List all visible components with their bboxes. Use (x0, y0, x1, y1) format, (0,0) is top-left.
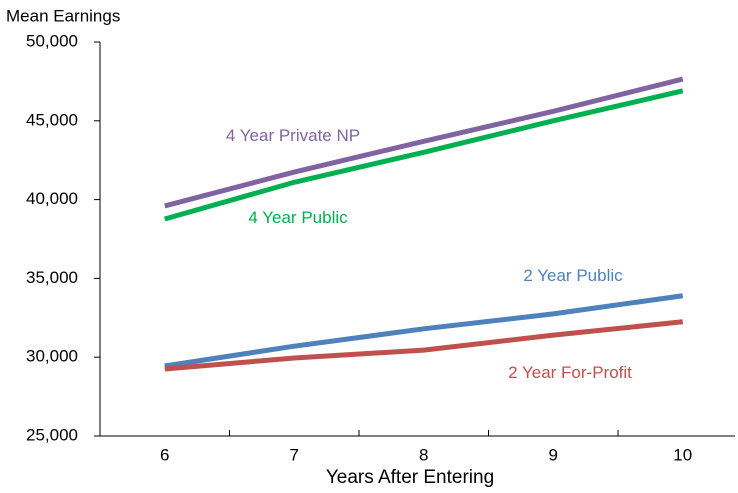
series-line (164, 319, 684, 372)
series-line (164, 76, 684, 209)
y-tick-label: 45,000 (26, 110, 78, 129)
x-tick-label: 10 (673, 445, 692, 464)
series-label-box: 4 Year Public (248, 208, 348, 227)
y-tick-label: 40,000 (26, 189, 78, 208)
y-tick-label: 35,000 (26, 268, 78, 287)
series-label: 4 Year Public (248, 208, 348, 227)
series-label-box: 2 Year For-Profit (508, 363, 632, 382)
y-tick-label: 30,000 (26, 347, 78, 366)
x-tick-label: 9 (549, 445, 558, 464)
series-label: 2 Year For-Profit (508, 363, 632, 382)
y-axis-label: Mean Earnings (6, 6, 120, 25)
y-tick-label: 50,000 (26, 31, 78, 50)
y-tick-label: 25,000 (26, 425, 78, 444)
series-label: 2 Year Public (523, 266, 623, 285)
series-label: 4 Year Private NP (225, 126, 361, 145)
x-tick-label: 6 (160, 445, 169, 464)
series-line (164, 293, 684, 369)
x-axis-label: Years After Entering (326, 467, 494, 488)
series-label-box: 2 Year Public (523, 266, 623, 285)
x-tick-label: 7 (290, 445, 299, 464)
series-line (164, 88, 684, 222)
series-label-box: 4 Year Private NP (225, 126, 361, 145)
x-tick-label: 8 (419, 445, 428, 464)
